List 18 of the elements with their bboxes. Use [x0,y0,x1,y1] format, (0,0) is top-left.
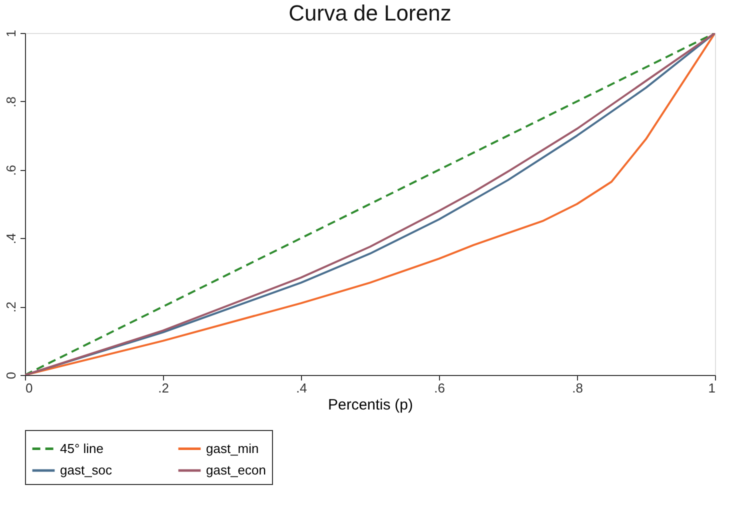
x-tick-label: .2 [158,380,169,396]
x-tick-label: .6 [434,380,445,396]
x-tick-label: .4 [296,380,307,396]
y-tick-label: .6 [4,164,18,176]
legend-label: gast_min [206,440,259,456]
x-tick-label: .8 [572,380,583,396]
y-tick-label: .4 [4,233,18,244]
x-tick-label: 1 [708,380,716,396]
y-tick-label: 0 [4,372,18,380]
chart-title: Curva de Lorenz [288,0,452,26]
x-tick-label: 0 [26,380,33,396]
legend-label: gast_soc [60,462,113,478]
y-tick-label: .8 [4,96,18,108]
legend-label: 45° line [60,440,104,456]
y-tick-label: .2 [4,302,18,313]
legend-label: gast_econ [206,462,266,478]
x-axis-title: Percentis (p) [328,396,414,414]
y-tick-label: 1 [4,30,18,38]
